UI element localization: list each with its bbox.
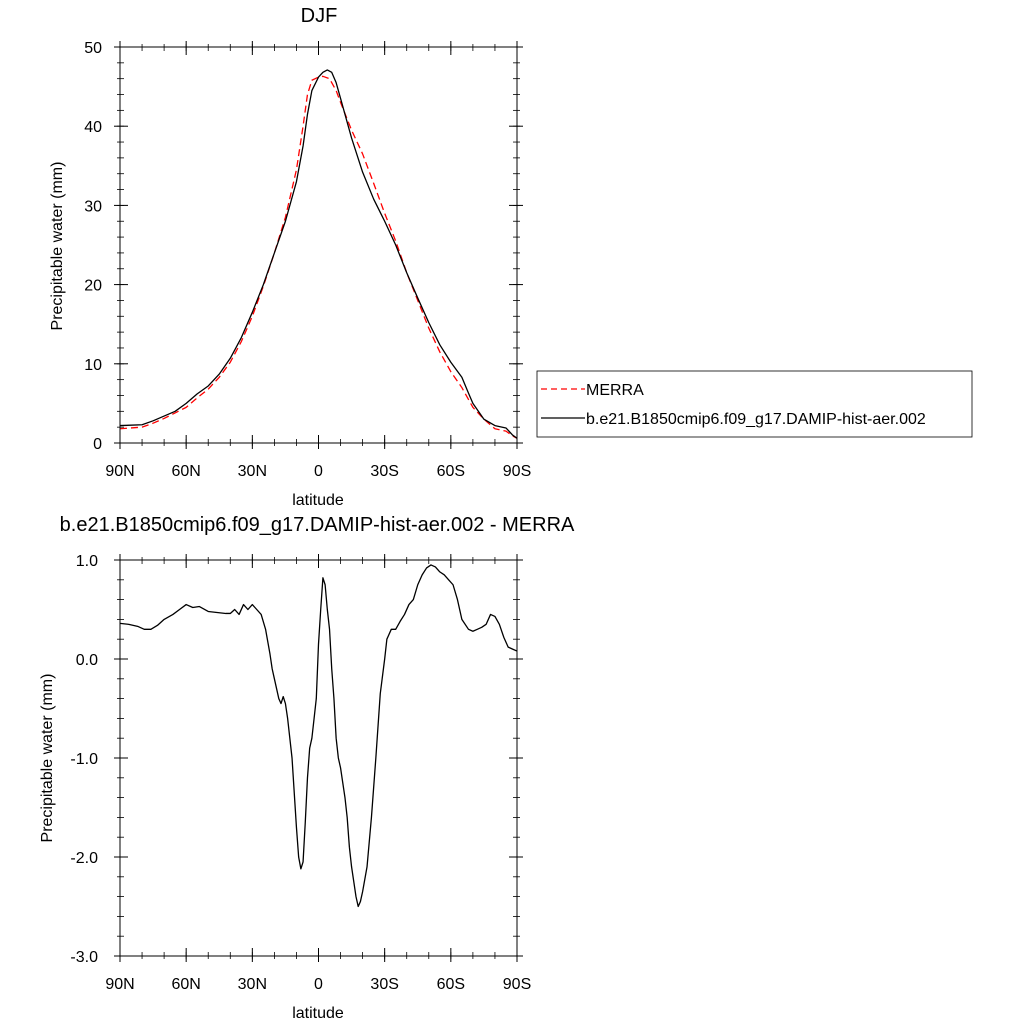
panel-top-y-tick-label: 10: [84, 357, 102, 374]
panel-top-series-layer: [119, 69, 518, 439]
panel-bottom-x-tick-label: 0: [314, 976, 323, 993]
panel-bottom-y-tick-label: -2.0: [70, 850, 98, 867]
panel-bottom-x-axis-label: latitude: [292, 1005, 344, 1022]
legend-label-model: b.e21.B1850cmip6.f09_g17.DAMIP-hist-aer.…: [586, 411, 926, 428]
panel-top-x-tick-label: 0: [314, 463, 323, 480]
panel-bottom-y-tick-label: 0.0: [76, 652, 98, 669]
panel-bottom-x-tick-label: 90S: [503, 976, 531, 993]
panel-top-axes: 0 10 20 30 40 50 90N 60N 30N 0 30S 60S 90S: [84, 40, 531, 480]
panel-top-y-tick-label: 20: [84, 278, 102, 295]
panel-top-y-tick-label: 40: [84, 119, 102, 136]
panel-bottom-y-tick-label: 1.0: [76, 553, 98, 570]
legend: MERRA b.e21.B1850cmip6.f09_g17.DAMIP-his…: [536, 370, 973, 438]
panel-top-series-line-0: [119, 75, 518, 439]
panel-top-x-axis-label: latitude: [292, 492, 344, 509]
panel-top-x-tick-label: 90N: [105, 463, 134, 480]
panel-top-x-tick-label: 30S: [370, 463, 398, 480]
legend-box: [536, 370, 973, 438]
panel-bottom-y-tick-label: -3.0: [70, 949, 98, 966]
panel-bottom-series-line-0: [119, 564, 518, 908]
panel-top-title: DJF: [301, 5, 338, 27]
panel-top-y-axis-label: Precipitable water (mm): [49, 162, 66, 331]
panel-bottom-series-layer: [119, 564, 518, 908]
panel-top-x-tick-label: 60N: [171, 463, 200, 480]
panel-bottom-axes: 1.0 0.0 -1.0 -2.0 -3.0 90N 60N 30N 0 30S 60S 90S: [70, 553, 531, 993]
panel-bottom-frame: [119, 559, 518, 957]
panel-bottom-title: b.e21.B1850cmip6.f09_g17.DAMIP-hist-aer.…: [60, 514, 575, 536]
legend-label-merra: MERRA: [586, 382, 644, 399]
panel-top-series-line-1: [119, 69, 518, 439]
panel-bottom-x-tick-label: 30S: [370, 976, 398, 993]
panel-top: DJF 0 10 20 30 40 50 90N 60N 30N 0 30S 60S 90S latit…: [49, 5, 531, 509]
panel-top-x-tick-label: 30N: [238, 463, 267, 480]
panel-top-y-tick-label: 30: [84, 198, 102, 215]
panel-top-x-tick-label: 60S: [437, 463, 465, 480]
panel-top-y-tick-label: 50: [84, 40, 102, 57]
panel-top-frame: [119, 46, 518, 444]
panel-bottom-y-axis-label: Precipitable water (mm): [39, 674, 56, 843]
panel-bottom-x-tick-label: 90N: [105, 976, 134, 993]
panel-top-y-tick-label: 0: [93, 436, 102, 453]
panel-bottom-y-tick-label: -1.0: [70, 751, 98, 768]
panel-bottom: b.e21.B1850cmip6.f09_g17.DAMIP-hist-aer.…: [39, 514, 575, 1022]
panel-bottom-x-tick-label: 60N: [171, 976, 200, 993]
panel-bottom-x-tick-label: 60S: [437, 976, 465, 993]
panel-bottom-x-tick-label: 30N: [238, 976, 267, 993]
panel-top-x-tick-label: 90S: [503, 463, 531, 480]
